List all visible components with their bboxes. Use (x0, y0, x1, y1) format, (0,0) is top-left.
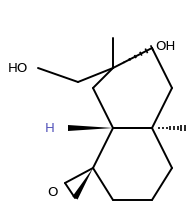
Polygon shape (72, 168, 93, 199)
Polygon shape (68, 125, 113, 131)
Text: O: O (47, 186, 57, 199)
Text: OH: OH (155, 40, 175, 52)
Text: HO: HO (8, 61, 28, 74)
Text: H: H (45, 122, 55, 135)
